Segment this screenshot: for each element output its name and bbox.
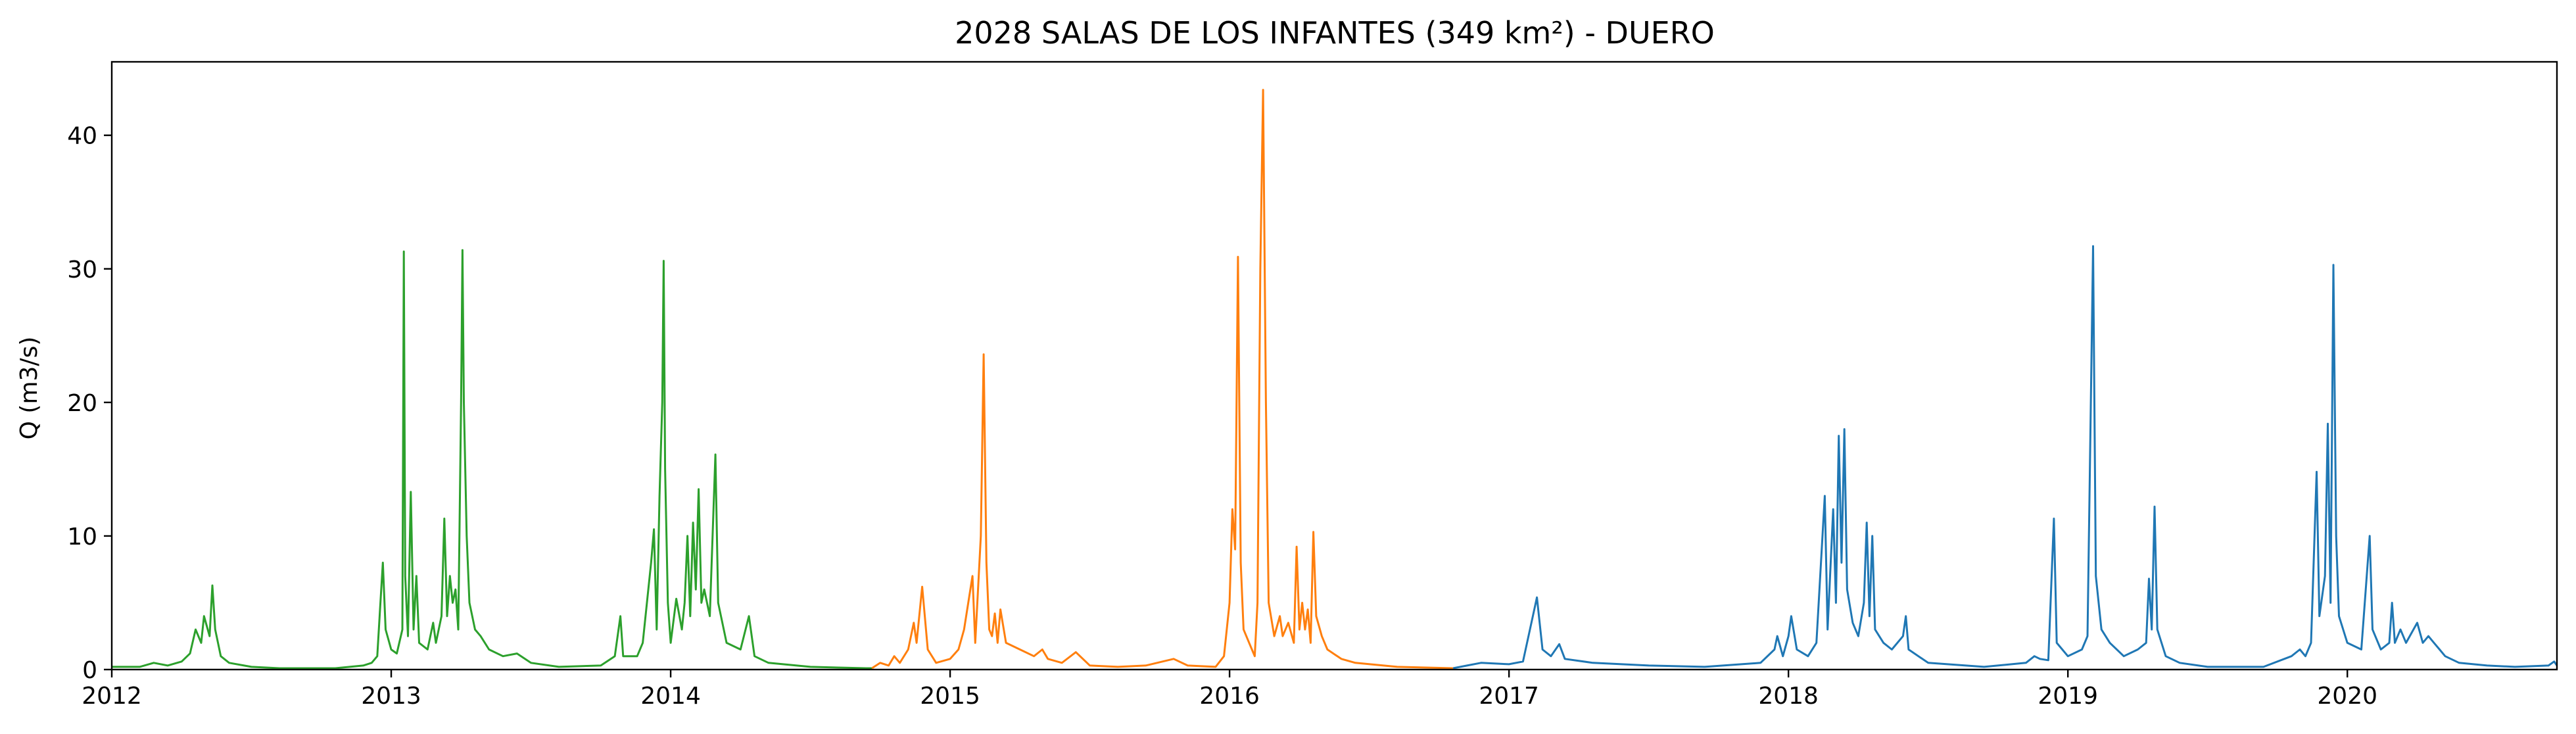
y-tick-label: 20 bbox=[67, 390, 97, 417]
y-axis-label: Q (m3/s) bbox=[16, 337, 43, 440]
y-tick-label: 30 bbox=[67, 257, 97, 283]
x-tick-label: 2018 bbox=[1758, 683, 1819, 710]
y-tick-label: 10 bbox=[67, 524, 97, 550]
x-tick-label: 2016 bbox=[1199, 683, 1260, 710]
series-line-2 bbox=[871, 89, 1454, 670]
x-tick-label: 2013 bbox=[361, 683, 421, 710]
chart-title: 2028 SALAS DE LOS INFANTES (349 km²) - D… bbox=[955, 15, 1715, 51]
x-tick-label: 2020 bbox=[2317, 683, 2377, 710]
y-tick-label: 0 bbox=[82, 657, 97, 684]
series-line-3 bbox=[1452, 245, 2558, 670]
x-tick-label: 2019 bbox=[2038, 683, 2098, 710]
x-tick-label: 2014 bbox=[640, 683, 701, 710]
axis-layer: 2012 2013 2014 2015 2016 2017 2018 2019 2020 0 10 2… bbox=[67, 123, 2377, 710]
x-tick-label: 2015 bbox=[920, 683, 980, 710]
x-tick-label: 2017 bbox=[1479, 683, 1539, 710]
series-layer bbox=[112, 89, 2558, 670]
series-line-1 bbox=[112, 249, 872, 670]
plot-frame bbox=[110, 61, 2558, 671]
x-tick-label: 2012 bbox=[82, 683, 142, 710]
y-tick-label: 40 bbox=[67, 123, 97, 150]
